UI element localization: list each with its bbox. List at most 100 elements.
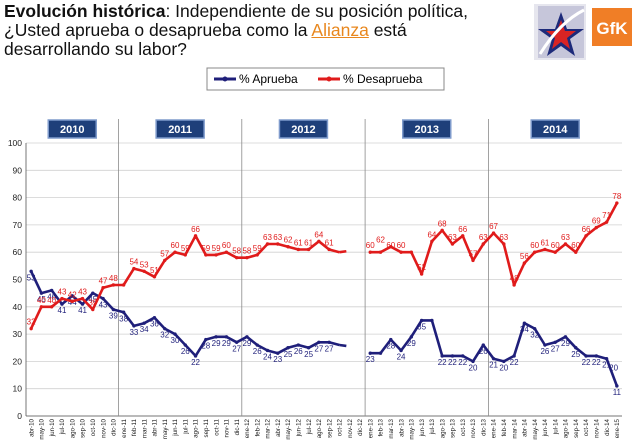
data-point-desaprueba xyxy=(49,305,54,309)
data-label-aprueba: 27 xyxy=(232,344,241,353)
data-label-desaprueba: 62 xyxy=(376,236,385,245)
alianza-link[interactable]: Alianza xyxy=(311,20,369,40)
x-tick-label: mar-14 xyxy=(511,418,518,438)
data-label-desaprueba: 42 xyxy=(68,290,77,299)
data-point-aprueba xyxy=(327,340,331,344)
data-point-desaprueba xyxy=(245,255,249,260)
year-header-box xyxy=(155,119,205,139)
data-label-aprueba: 34 xyxy=(520,325,529,334)
data-label-desaprueba: 58 xyxy=(232,247,241,256)
data-label-desaprueba: 66 xyxy=(458,225,467,234)
data-point-desaprueba xyxy=(389,245,393,249)
data-label-aprueba: 29 xyxy=(222,339,231,348)
data-point-aprueba xyxy=(594,354,599,358)
data-label-aprueba: 24 xyxy=(397,352,406,361)
data-point-aprueba xyxy=(615,384,619,388)
data-point-aprueba xyxy=(60,302,64,306)
x-tick-label: mar-11 xyxy=(141,418,148,438)
data-point-desaprueba xyxy=(306,247,311,252)
data-point-aprueba xyxy=(306,346,311,350)
data-label-desaprueba: 39 xyxy=(88,299,97,308)
x-tick-label: jul-11 xyxy=(182,418,189,434)
data-label-aprueba: 38 xyxy=(119,314,128,323)
data-point-desaprueba xyxy=(214,253,218,257)
x-tick-label: ago-14 xyxy=(563,418,570,438)
data-point-aprueba xyxy=(193,354,198,358)
x-tick-label: abr-12 xyxy=(275,418,282,436)
data-point-aprueba xyxy=(70,294,74,298)
data-point-aprueba xyxy=(49,288,54,293)
data-label-aprueba: 35 xyxy=(417,322,426,331)
data-point-desaprueba xyxy=(29,326,33,331)
x-tick-label: jun-12 xyxy=(296,418,303,437)
x-tick-label: ago-12 xyxy=(316,418,323,438)
x-tick-label: mar-12 xyxy=(265,418,272,438)
series-gap-dashed-aprueba xyxy=(339,343,350,348)
data-label-aprueba: 27 xyxy=(314,344,323,353)
data-label-desaprueba: 58 xyxy=(242,247,251,256)
x-tick-label: sep-10 xyxy=(80,418,87,437)
data-point-desaprueba xyxy=(286,245,290,249)
x-tick-label: abr-11 xyxy=(152,418,159,436)
data-point-aprueba xyxy=(532,326,537,331)
x-tick-label: may-11 xyxy=(162,418,169,439)
data-point-aprueba xyxy=(29,269,33,274)
data-point-desaprueba xyxy=(317,239,321,243)
x-tick-label: jul-12 xyxy=(306,418,313,435)
data-point-aprueba xyxy=(481,343,485,347)
x-tick-label: jun-13 xyxy=(419,418,426,437)
data-label-aprueba: 20 xyxy=(469,363,478,372)
question-text: ¿Usted aprueba o desaprueba como la xyxy=(4,20,312,40)
data-point-aprueba xyxy=(121,310,126,314)
year-header-box xyxy=(530,119,580,139)
data-point-aprueba xyxy=(543,343,547,347)
data-label-aprueba: 26 xyxy=(540,347,549,356)
data-label-aprueba: 22 xyxy=(510,358,519,367)
x-tick-label: oct-12 xyxy=(337,418,344,436)
x-tick-label: ene-14 xyxy=(491,418,498,438)
year-header-label: 2014 xyxy=(543,124,568,136)
data-label-aprueba: 23 xyxy=(273,355,282,364)
data-label-aprueba: 22 xyxy=(458,358,467,367)
data-label-aprueba: 41 xyxy=(58,306,67,315)
x-tick-label: feb-14 xyxy=(501,418,508,436)
x-tick-label: feb-12 xyxy=(254,418,261,436)
data-point-desaprueba xyxy=(173,250,177,254)
y-tick-label: 0 xyxy=(17,411,22,421)
y-tick-label: 20 xyxy=(13,356,23,366)
question-text-end: está xyxy=(368,20,407,40)
x-tick-label: nov-13 xyxy=(470,418,477,437)
data-label-desaprueba: 48 xyxy=(109,274,118,283)
data-point-aprueba xyxy=(563,335,568,339)
data-point-aprueba xyxy=(409,335,414,339)
logos: GfK xyxy=(534,4,632,60)
legend-aprueba-marker xyxy=(222,76,228,82)
data-point-aprueba xyxy=(163,326,167,331)
data-label-desaprueba: 67 xyxy=(489,222,498,231)
x-tick-label: jun-11 xyxy=(172,418,179,436)
gfk-logo-text: GfK xyxy=(596,19,628,38)
y-tick-label: 10 xyxy=(13,384,23,394)
year-header-box xyxy=(402,119,452,139)
x-tick-label: may-10 xyxy=(39,418,46,439)
data-label-desaprueba: 40 xyxy=(47,296,56,305)
series-gap-dashed-desaprueba xyxy=(339,249,350,254)
data-label-aprueba: 32 xyxy=(530,331,539,340)
data-label-desaprueba: 47 xyxy=(99,277,108,286)
data-label-desaprueba: 63 xyxy=(263,233,272,242)
data-point-desaprueba xyxy=(399,250,403,254)
data-point-desaprueba xyxy=(532,250,537,254)
data-point-desaprueba xyxy=(594,225,599,230)
data-label-desaprueba: 60 xyxy=(571,241,580,250)
year-header-box xyxy=(47,119,97,139)
x-tick-label: jun-10 xyxy=(49,418,56,437)
data-point-desaprueba xyxy=(522,261,527,265)
data-point-desaprueba xyxy=(70,299,74,304)
data-label-desaprueba: 63 xyxy=(479,233,488,242)
data-label-aprueba: 29 xyxy=(212,339,221,348)
data-label-desaprueba: 53 xyxy=(140,260,149,269)
x-tick-label: may-14 xyxy=(532,418,539,439)
data-label-desaprueba: 57 xyxy=(160,249,169,258)
data-label-aprueba: 29 xyxy=(242,339,251,348)
